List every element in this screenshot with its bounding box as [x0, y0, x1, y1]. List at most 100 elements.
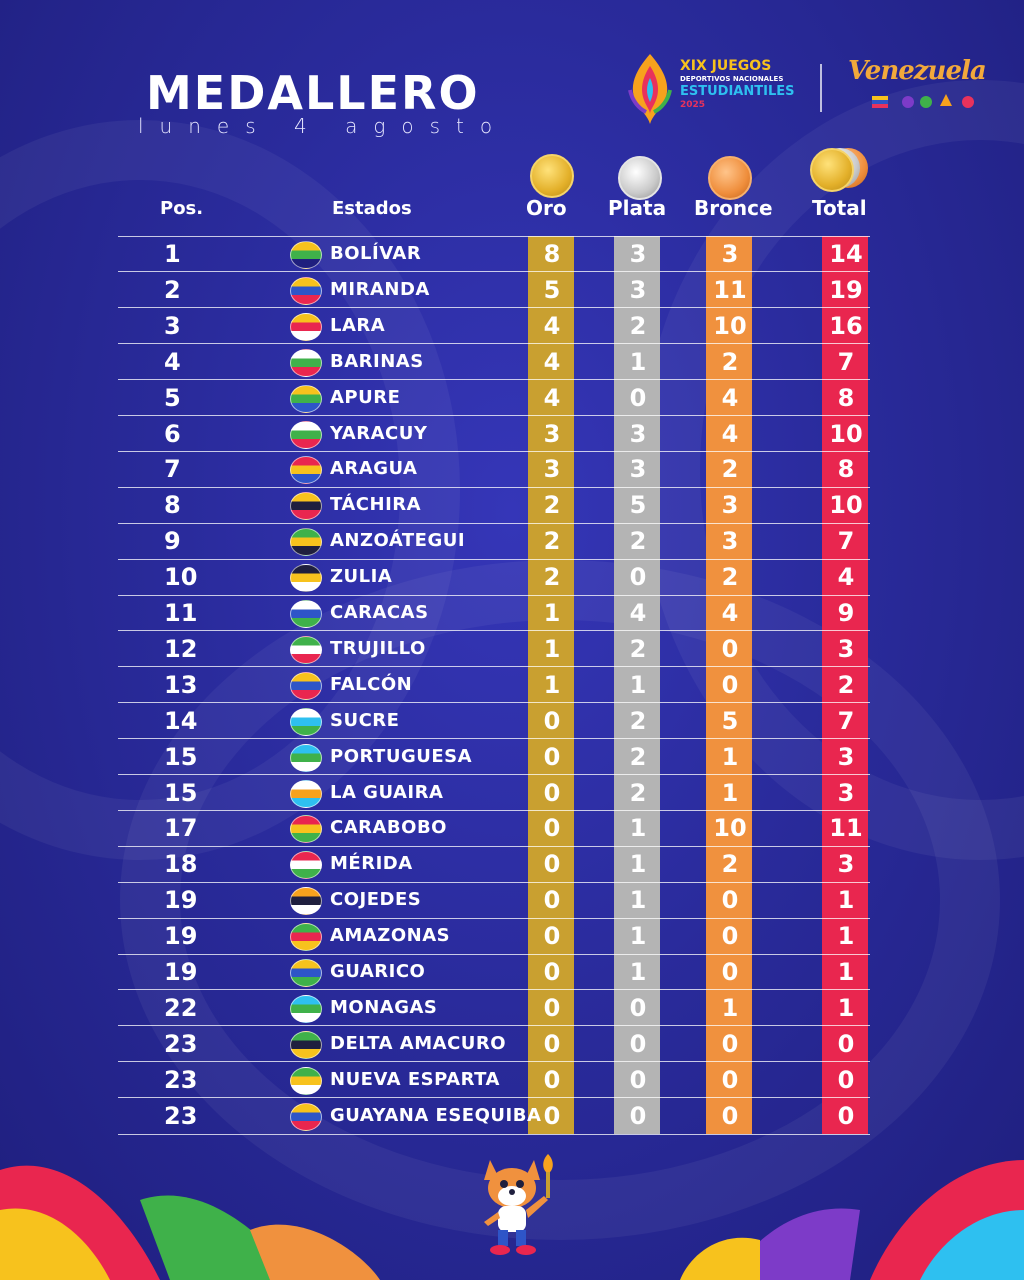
- row-divider: [118, 881, 870, 883]
- row-position: 9: [164, 527, 181, 556]
- row-plata-count: 1: [629, 958, 647, 986]
- page-date: lunes 4 agosto: [138, 114, 509, 138]
- venezuela-logo-symbols-icon: [872, 94, 974, 108]
- row-oro-count: 2: [543, 563, 561, 592]
- row-position: 17: [164, 814, 198, 843]
- row-total-count: 16: [829, 311, 863, 340]
- row-total-count: 9: [837, 599, 855, 627]
- table-row: 23 DELTA AMACURO 0 0 0 0: [118, 1026, 870, 1062]
- row-bronce-count: 3: [721, 240, 739, 268]
- row-oro-count: 3: [543, 455, 561, 484]
- trujillo-flag-icon: [290, 635, 322, 664]
- row-bronce-count: 11: [713, 275, 747, 304]
- table-row: 9 ANZOÁTEGUI 2 2 3 7: [118, 523, 870, 559]
- venezuela-logo: Venezuela: [848, 56, 998, 116]
- column-header-bronce: Bronce: [694, 196, 773, 220]
- caracas-flag-icon: [290, 600, 322, 628]
- row-oro-count: 5: [543, 275, 561, 304]
- row-position: 23: [164, 1101, 198, 1130]
- row-divider: [118, 594, 870, 596]
- row-total-count: 0: [837, 1029, 855, 1058]
- row-bronce-count: 0: [721, 1101, 739, 1130]
- row-bronce-count: 10: [713, 814, 747, 843]
- row-state-name: MÉRIDA: [330, 853, 413, 875]
- row-oro-count: 0: [543, 778, 561, 807]
- row-plata-count: 3: [629, 240, 647, 268]
- row-bronce-count: 0: [721, 670, 739, 699]
- table-row: 12 TRUJILLO 1 2 0 3: [118, 631, 870, 667]
- table-row: 23 NUEVA ESPARTA 0 0 0 0: [118, 1062, 870, 1098]
- row-state-name: MIRANDA: [330, 278, 430, 300]
- row-oro-count: 0: [543, 742, 561, 771]
- row-position: 1: [164, 240, 181, 268]
- row-plata-count: 2: [629, 527, 647, 556]
- row-plata-count: 1: [629, 850, 647, 879]
- row-oro-count: 4: [543, 383, 561, 412]
- row-total-count: 1: [837, 886, 855, 915]
- row-state-name: BOLÍVAR: [330, 243, 422, 264]
- logo-divider: [820, 64, 822, 112]
- row-plata-count: 3: [629, 455, 647, 484]
- event-logo-line1: XIX JUEGOS: [680, 58, 772, 74]
- row-position: 2: [164, 275, 181, 304]
- table-row: 11 CARACAS 1 4 4 9: [118, 595, 870, 631]
- row-state-name: NUEVA ESPARTA: [330, 1068, 500, 1090]
- row-position: 4: [164, 347, 181, 376]
- column-header-plata: Plata: [608, 196, 667, 220]
- row-divider: [118, 989, 870, 991]
- table-row: 6 YARACUY 3 3 4 10: [118, 416, 870, 452]
- row-state-name: TRUJILLO: [330, 637, 426, 659]
- la-guaira-flag-icon: [290, 779, 322, 808]
- row-divider: [118, 450, 870, 452]
- row-oro-count: 3: [543, 419, 561, 448]
- event-logo-line2: DEPORTIVOS NACIONALES: [680, 75, 784, 83]
- miranda-flag-icon: [290, 276, 322, 305]
- row-oro-count: 0: [543, 706, 561, 735]
- amazonas-flag-icon: [290, 923, 322, 952]
- row-divider: [118, 235, 870, 237]
- row-divider: [118, 738, 870, 740]
- row-plata-count: 0: [629, 563, 647, 592]
- row-state-name: AMAZONAS: [330, 925, 451, 947]
- row-state-name: FALCÓN: [330, 673, 413, 695]
- row-divider: [118, 702, 870, 704]
- carabobo-flag-icon: [290, 815, 322, 844]
- row-position: 15: [164, 742, 198, 771]
- zulia-flag-icon: [290, 564, 322, 593]
- merida-flag-icon: [290, 851, 322, 880]
- row-plata-count: 1: [629, 347, 647, 376]
- row-total-count: 4: [837, 563, 855, 592]
- row-oro-count: 0: [543, 922, 561, 951]
- event-logo-line4: 2025: [680, 100, 706, 110]
- row-oro-count: 4: [543, 347, 561, 376]
- gold-medal-stack-icon: [810, 148, 854, 192]
- oro-column-band: [528, 236, 574, 1134]
- row-bronce-count: 0: [721, 886, 739, 915]
- falcon-flag-icon: [290, 671, 322, 700]
- row-oro-count: 0: [543, 993, 561, 1022]
- row-plata-count: 2: [629, 742, 647, 771]
- table-row: 19 AMAZONAS 0 1 0 1: [118, 918, 870, 954]
- row-divider: [118, 415, 870, 416]
- page-title: MEDALLERO: [146, 66, 480, 120]
- row-total-count: 10: [829, 419, 863, 448]
- row-oro-count: 2: [543, 491, 561, 520]
- row-position: 19: [164, 958, 198, 986]
- anzoategui-flag-icon: [290, 528, 322, 557]
- row-oro-count: 0: [543, 1065, 561, 1094]
- table-row: 5 APURE 4 0 4 8: [118, 380, 870, 416]
- row-oro-count: 1: [543, 634, 561, 663]
- row-state-name: GUARICO: [330, 961, 426, 982]
- row-bronce-count: 0: [721, 922, 739, 951]
- table-row: 19 COJEDES 0 1 0 1: [118, 882, 870, 918]
- table-row: 13 FALCÓN 1 1 0 2: [118, 667, 870, 703]
- bottom-decoration: [0, 1160, 1024, 1280]
- row-total-count: 1: [837, 922, 855, 951]
- row-divider: [118, 1061, 870, 1063]
- table-row: 1 BOLÍVAR 8 3 3 14: [118, 236, 870, 272]
- row-state-name: ANZOÁTEGUI: [330, 530, 466, 552]
- row-position: 8: [164, 491, 181, 520]
- row-plata-count: 2: [629, 634, 647, 663]
- guarico-flag-icon: [290, 959, 322, 987]
